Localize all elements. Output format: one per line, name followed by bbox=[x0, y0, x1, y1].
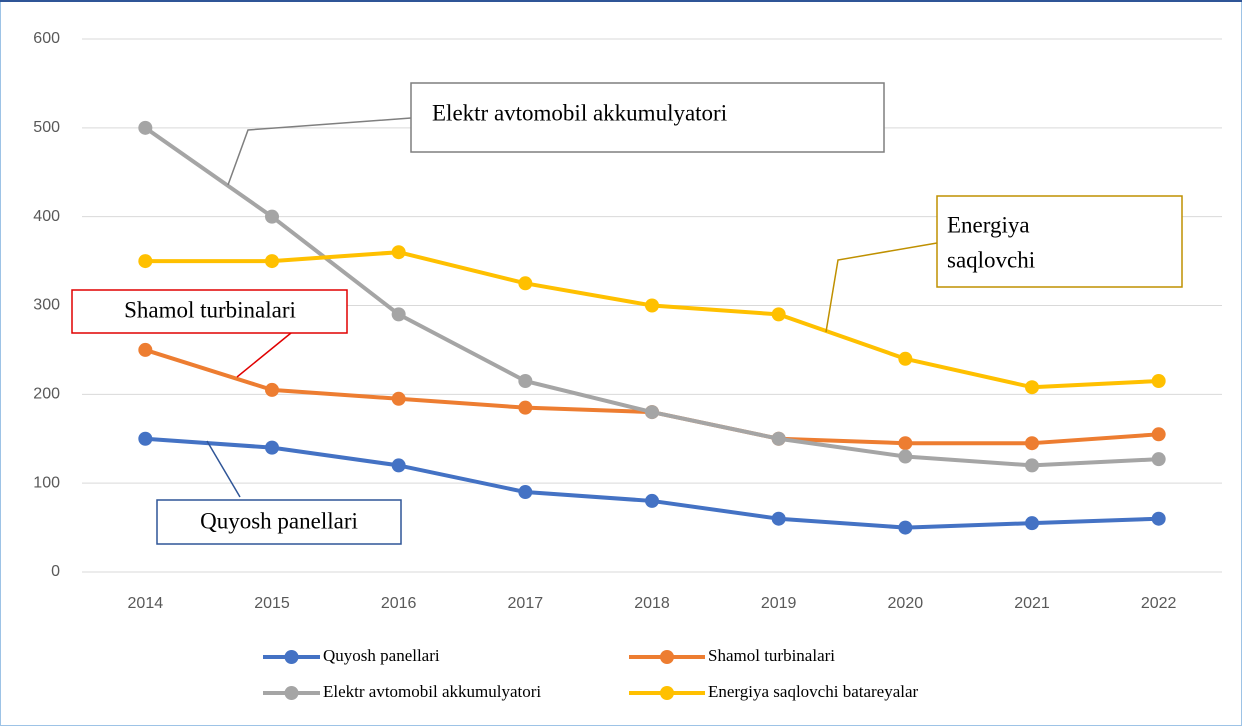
annotation-box bbox=[410, 82, 885, 153]
point bbox=[1025, 516, 1039, 531]
point bbox=[518, 400, 533, 415]
point bbox=[391, 458, 406, 473]
x-tick-label: 2022 bbox=[1141, 595, 1177, 612]
x-tick-label: 2019 bbox=[761, 595, 797, 612]
point bbox=[138, 120, 153, 135]
point bbox=[265, 382, 279, 397]
point bbox=[898, 520, 913, 535]
x-tick-label: 2017 bbox=[508, 595, 544, 612]
x-tick-label: 2021 bbox=[1014, 595, 1050, 612]
x-tick-label: 2018 bbox=[634, 595, 670, 612]
point bbox=[518, 276, 533, 291]
point bbox=[645, 298, 659, 313]
callout bbox=[825, 242, 938, 333]
point bbox=[1025, 380, 1039, 395]
point bbox=[771, 511, 786, 526]
point bbox=[391, 245, 406, 260]
annotation: Elektr avtomobil akkumulyatori bbox=[432, 100, 727, 125]
point bbox=[138, 342, 153, 357]
annotations: Elektr avtomobil akkumulyatori Energiya … bbox=[71, 82, 1183, 545]
y-tick-label: 0 bbox=[51, 563, 60, 580]
point bbox=[265, 209, 279, 224]
callout bbox=[206, 440, 241, 498]
y-tick-label: 600 bbox=[33, 30, 60, 47]
point bbox=[645, 493, 659, 508]
x-tick-label: 2014 bbox=[128, 595, 164, 612]
point bbox=[138, 254, 153, 269]
point bbox=[138, 431, 153, 446]
point bbox=[265, 254, 279, 269]
legend-label: Energiya saqlovchi batareyalar bbox=[708, 682, 919, 701]
callout bbox=[236, 332, 292, 378]
y-tick-label: 500 bbox=[33, 119, 60, 136]
annotation-box bbox=[71, 289, 348, 334]
point bbox=[898, 449, 913, 464]
legend-marker bbox=[284, 686, 299, 700]
point bbox=[771, 431, 786, 446]
x-tick-label: 2016 bbox=[381, 595, 417, 612]
point bbox=[898, 436, 913, 451]
point bbox=[518, 485, 533, 500]
point bbox=[1151, 511, 1166, 526]
legend-marker bbox=[660, 650, 674, 664]
point bbox=[1025, 436, 1039, 451]
annotation: Shamol turbinalari bbox=[124, 297, 296, 322]
legend-label: Quyosh panellari bbox=[323, 646, 440, 665]
legend-marker bbox=[660, 686, 674, 700]
point bbox=[518, 374, 533, 389]
legend-label: Elektr avtomobil akkumulyatori bbox=[323, 682, 541, 701]
plot bbox=[138, 120, 1166, 535]
annotation-box bbox=[936, 195, 1183, 288]
point bbox=[1151, 374, 1166, 389]
point bbox=[645, 405, 659, 420]
point bbox=[391, 307, 406, 322]
legend-marker bbox=[284, 650, 299, 664]
annotation-box bbox=[156, 499, 402, 545]
point bbox=[391, 391, 406, 406]
y-tick-label: 200 bbox=[33, 386, 60, 403]
annotation: Quyosh panellari bbox=[200, 508, 358, 533]
legend: Quyosh panellari Shamol turbinalari Elektr… bbox=[263, 646, 919, 701]
y-tick-label: 400 bbox=[33, 208, 60, 225]
annotation: saqlovchi bbox=[947, 247, 1035, 272]
point bbox=[898, 351, 913, 366]
annotation: Energiya bbox=[947, 212, 1030, 237]
point bbox=[1151, 427, 1166, 442]
point bbox=[1151, 452, 1166, 467]
y-tick-label: 300 bbox=[33, 297, 60, 314]
x-tick-label: 2015 bbox=[254, 595, 290, 612]
x-tick-label: 2020 bbox=[888, 595, 924, 612]
callout bbox=[227, 117, 412, 186]
point bbox=[771, 307, 786, 322]
point bbox=[265, 440, 279, 455]
legend-label: Shamol turbinalari bbox=[708, 646, 835, 665]
y-tick-label: 100 bbox=[33, 474, 60, 491]
point bbox=[1025, 458, 1039, 473]
